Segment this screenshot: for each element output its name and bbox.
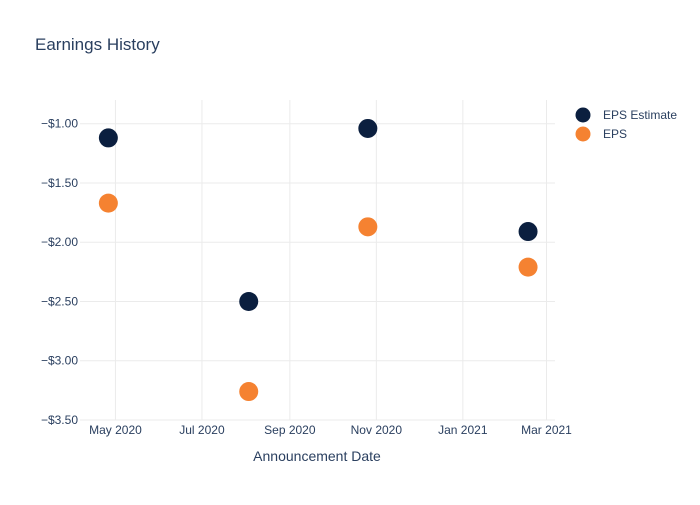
series-eps-estimate <box>98 118 538 311</box>
chart-title: Earnings History <box>35 35 160 54</box>
legend[interactable]: EPS Estimate EPS <box>575 107 678 142</box>
x-tick-label: Sep 2020 <box>264 423 316 437</box>
x-tick-label: Jul 2020 <box>179 423 225 437</box>
eps-point <box>239 382 259 402</box>
x-axis-title: Announcement Date <box>253 448 381 464</box>
grid <box>80 100 555 421</box>
x-tick-label: Nov 2020 <box>351 423 403 437</box>
y-tick-label: −$2.00 <box>41 235 78 249</box>
legend-item[interactable]: EPS Estimate <box>575 107 678 123</box>
legend-marker <box>575 107 591 123</box>
legend-label: EPS Estimate <box>603 108 677 122</box>
x-tick-label: Mar 2021 <box>521 423 572 437</box>
x-tick-label: Jan 2021 <box>438 423 488 437</box>
eps-estimate-point <box>358 118 378 138</box>
eps-estimate-point <box>518 222 538 242</box>
eps-estimate-point <box>239 291 259 311</box>
eps-estimate-point <box>98 128 118 148</box>
x-axis-tick-labels: May 2020 Jul 2020 Sep 2020 Nov 2020 Jan 2021… <box>89 423 572 437</box>
y-tick-label: −$1.00 <box>41 117 78 131</box>
legend-marker <box>575 126 591 142</box>
y-tick-label: −$3.50 <box>41 413 78 427</box>
legend-item[interactable]: EPS <box>575 126 628 142</box>
eps-point <box>358 217 378 237</box>
y-tick-label: −$1.50 <box>41 176 78 190</box>
y-axis-tick-labels: −$1.00 −$1.50 −$2.00 −$2.50 −$3.00 −$3.50 <box>41 117 78 427</box>
legend-label: EPS <box>603 127 627 141</box>
y-tick-label: −$2.50 <box>41 294 78 308</box>
eps-point <box>98 193 118 213</box>
data-points <box>98 118 538 402</box>
x-tick-label: May 2020 <box>89 423 142 437</box>
eps-point <box>518 257 538 277</box>
y-tick-label: −$3.00 <box>41 354 78 368</box>
series-eps <box>98 193 538 402</box>
